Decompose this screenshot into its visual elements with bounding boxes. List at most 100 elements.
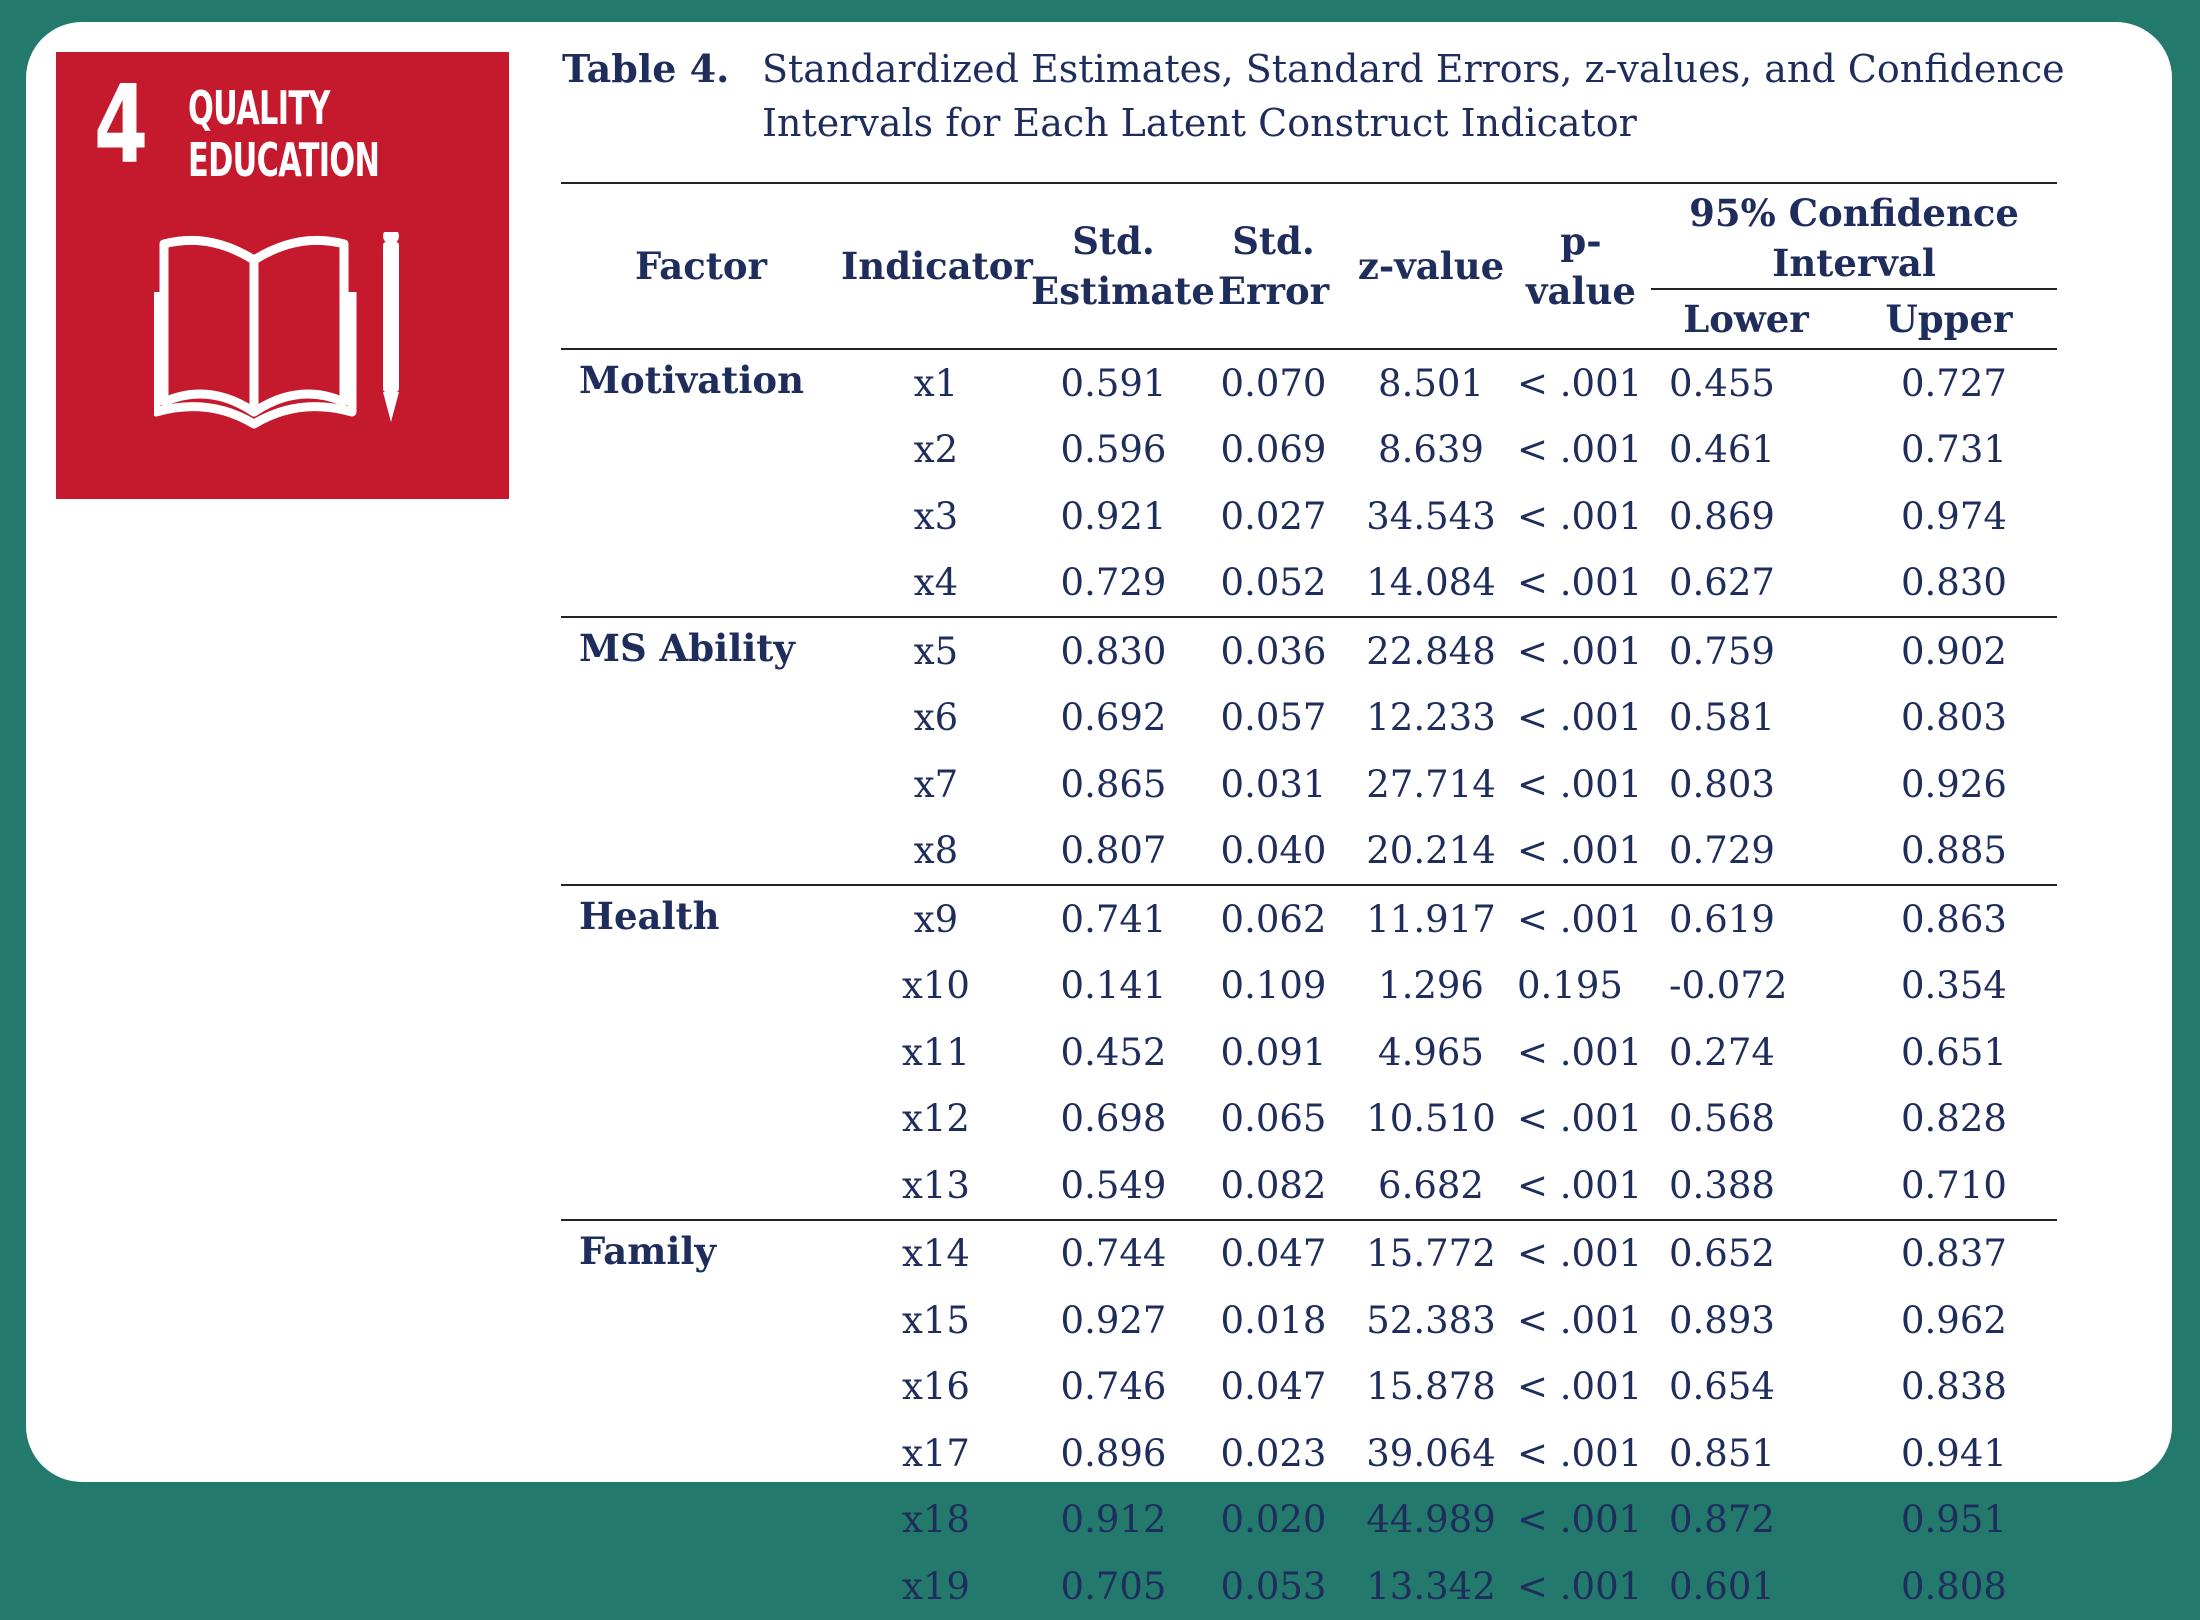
ci-upper-cell: 0.803 (1901, 696, 2007, 740)
factor-cell (561, 1287, 841, 1354)
indicator-cell: x15 (902, 1298, 970, 1342)
indicator-cell: x8 (913, 829, 959, 873)
z-value-cell: 1.296 (1378, 964, 1484, 1008)
factor-cell (561, 953, 841, 1020)
factor-cell (561, 1420, 841, 1487)
z-value-cell: 4.965 (1378, 1030, 1484, 1074)
indicator-cell: x17 (902, 1431, 970, 1475)
estimate-cell: 0.549 (1060, 1163, 1167, 1207)
ci-lower-cell: 0.581 (1669, 696, 1775, 740)
ci-lower-cell: 0.601 (1669, 1564, 1775, 1608)
z-value-cell: 8.501 (1378, 361, 1484, 405)
ci-lower-cell: 0.652 (1651, 1218, 1841, 1287)
indicator-cell: x5 (841, 616, 1031, 685)
table-row: x16 0.746 0.047 15.878 < .001 0.654 0.838 (561, 1354, 2057, 1421)
table-row: x7 0.865 0.031 27.714 < .001 0.803 0.926 (561, 751, 2057, 818)
error-cell: 0.027 (1220, 494, 1327, 538)
error-cell: 0.091 (1220, 1030, 1327, 1074)
error-cell: 0.062 (1196, 884, 1351, 953)
factor-cell (561, 1354, 841, 1421)
p-value-cell: < .001 (1517, 1498, 1643, 1542)
estimate-cell: 0.746 (1060, 1365, 1167, 1409)
indicator-cell: x16 (902, 1365, 970, 1409)
ci-upper-cell: 0.863 (1841, 884, 2057, 953)
ci-upper-cell: 0.885 (1901, 829, 2007, 873)
p-value-cell: < .001 (1517, 494, 1643, 538)
table-row: x10 0.141 0.109 1.296 0.195 -0.072 0.354 (561, 953, 2057, 1020)
ci-lower-cell: 0.654 (1669, 1365, 1775, 1409)
estimate-cell: 0.591 (1060, 361, 1167, 405)
p-value-cell: < .001 (1517, 1365, 1643, 1409)
p-value-cell: < .001 (1517, 1163, 1643, 1207)
p-value-cell: < .001 (1517, 762, 1643, 806)
p-value-cell: < .001 (1517, 829, 1643, 873)
table-row: MS Ability x5 0.830 0.036 22.848 < .001 0.759 0… (561, 616, 2057, 685)
error-cell: 0.036 (1196, 616, 1351, 685)
error-cell: 0.069 (1220, 428, 1327, 472)
indicator-cell: x4 (913, 561, 959, 605)
header-upper: Upper (1841, 289, 2057, 350)
table-body: Motivation x1 0.591 0.070 8.501 < .001 0.455 0.… (561, 349, 2057, 1620)
ci-lower-cell: 0.893 (1669, 1298, 1775, 1342)
estimate-cell: 0.807 (1060, 829, 1167, 873)
ci-upper-cell: 0.808 (1901, 1564, 2007, 1608)
ci-lower-cell: 0.803 (1669, 762, 1775, 806)
ci-upper-cell: 0.838 (1901, 1365, 2007, 1409)
indicator-cell: x14 (841, 1218, 1031, 1287)
header-z: z-value (1351, 182, 1511, 350)
table-row: x19 0.705 0.053 13.342 < .001 0.601 0.808 (561, 1553, 2057, 1620)
indicator-cell: x6 (913, 696, 959, 740)
estimate-cell: 0.921 (1060, 494, 1167, 538)
estimate-cell: 0.698 (1060, 1097, 1167, 1141)
estimate-cell: 0.141 (1060, 964, 1167, 1008)
p-value-cell: < .001 (1511, 616, 1651, 685)
header-error: Std. Error (1196, 182, 1351, 350)
ci-upper-cell: 0.727 (1901, 361, 2007, 405)
z-value-cell: 6.682 (1378, 1163, 1484, 1207)
ci-lower-cell: 0.455 (1669, 361, 1775, 405)
ci-lower-cell: 0.729 (1669, 829, 1775, 873)
factor-cell (561, 483, 841, 550)
error-cell: 0.020 (1220, 1498, 1327, 1542)
factor-cell: Family (561, 1218, 841, 1287)
z-value-cell: 15.772 (1351, 1218, 1511, 1287)
factor-cell (561, 685, 841, 752)
header-ci: 95% Confidence Interval (1651, 182, 2057, 290)
p-value-cell: < .001 (1517, 561, 1643, 605)
estimate-cell: 0.896 (1060, 1431, 1167, 1475)
ci-lower-cell: -0.072 (1669, 964, 1788, 1008)
ci-upper-cell: 0.828 (1901, 1097, 2007, 1141)
factor-cell: Health (561, 884, 841, 953)
p-value-cell: < .001 (1511, 1218, 1651, 1287)
indicator-cell: x10 (902, 964, 970, 1008)
header-indicator: Indicator (841, 182, 1033, 350)
ci-upper-cell: 0.830 (1901, 561, 2007, 605)
error-cell: 0.047 (1220, 1365, 1327, 1409)
ci-lower-cell: 0.872 (1669, 1498, 1775, 1542)
p-value-cell: < .001 (1517, 1431, 1643, 1475)
estimate-cell: 0.741 (1031, 884, 1196, 953)
p-value-cell: < .001 (1511, 884, 1651, 953)
z-value-cell: 12.233 (1366, 696, 1496, 740)
indicator-cell: x2 (913, 428, 959, 472)
badge-number: 4 (94, 63, 149, 188)
p-value-cell: < .001 (1517, 1298, 1643, 1342)
error-cell: 0.047 (1196, 1218, 1351, 1287)
error-cell: 0.023 (1220, 1431, 1327, 1475)
error-cell: 0.065 (1220, 1097, 1327, 1141)
z-value-cell: 13.342 (1366, 1564, 1496, 1608)
error-cell: 0.082 (1220, 1163, 1327, 1207)
ci-upper-cell: 0.354 (1901, 964, 2007, 1008)
header-lower: Lower (1651, 289, 1841, 350)
table-row: x6 0.692 0.057 12.233 < .001 0.581 0.803 (561, 685, 2057, 752)
ci-upper-cell: 0.941 (1901, 1431, 2007, 1475)
indicator-cell: x1 (913, 361, 959, 405)
factor-cell (561, 1019, 841, 1086)
ci-lower-cell: 0.851 (1669, 1431, 1775, 1475)
indicator-cell: x9 (841, 884, 1031, 953)
book-pencil-icon (154, 232, 399, 429)
estimate-cell: 0.744 (1031, 1218, 1196, 1287)
ci-lower-cell: 0.568 (1669, 1097, 1775, 1141)
table-row: x8 0.807 0.040 20.214 < .001 0.729 0.885 (561, 818, 2057, 886)
table-row: x18 0.912 0.020 44.989 < .001 0.872 0.951 (561, 1487, 2057, 1554)
